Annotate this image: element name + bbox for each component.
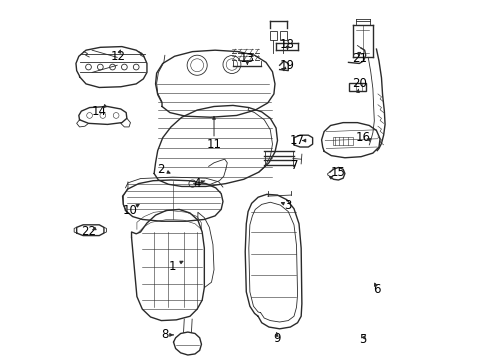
Text: 16: 16 (355, 131, 369, 144)
Text: 10: 10 (122, 204, 137, 217)
Bar (279, 31, 286, 40)
Text: 4: 4 (193, 177, 201, 190)
Text: 15: 15 (329, 166, 345, 179)
Text: 19: 19 (280, 59, 294, 72)
Text: 2: 2 (157, 163, 165, 176)
Bar (269, 31, 276, 40)
Text: 5: 5 (358, 333, 366, 346)
Text: 6: 6 (373, 283, 380, 296)
Bar (333, 137, 352, 145)
Text: 3: 3 (283, 199, 291, 212)
Text: 1: 1 (169, 260, 176, 273)
Text: 22: 22 (81, 225, 96, 238)
Text: 21: 21 (351, 51, 366, 64)
Text: 7: 7 (290, 159, 298, 172)
Text: 17: 17 (289, 134, 305, 147)
Text: 12: 12 (111, 50, 125, 63)
Text: 14: 14 (92, 105, 106, 118)
Text: 8: 8 (161, 328, 168, 341)
Text: 9: 9 (272, 332, 280, 345)
Bar (348, 83, 366, 91)
Text: 20: 20 (351, 77, 366, 90)
Text: 18: 18 (280, 38, 294, 51)
Text: 13: 13 (240, 51, 254, 64)
Text: 11: 11 (206, 138, 221, 150)
